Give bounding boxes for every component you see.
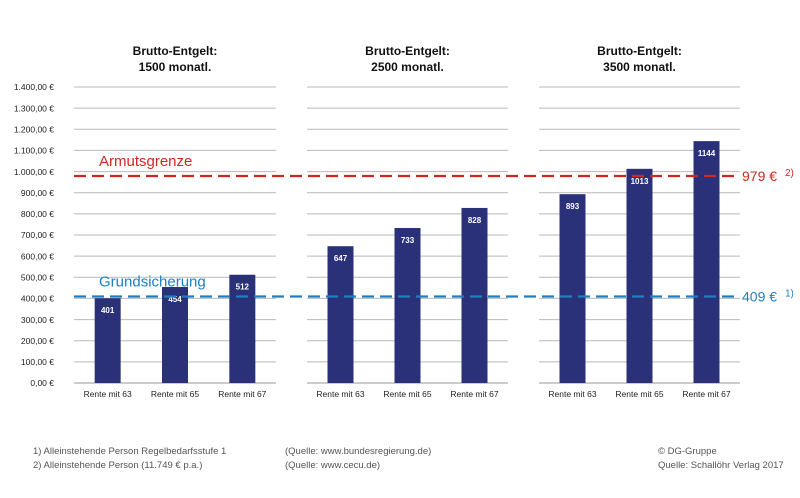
y-tick-label: 800,00 € bbox=[21, 209, 54, 219]
reference-label-armut: Armutsgrenze bbox=[99, 153, 192, 170]
footnote-2: 2) Alleinstehende Person (11.749 € p.a.) bbox=[33, 460, 203, 471]
y-axis: 0,00 € 100,00 € 200,00 € 300,00 € 400,00 € 50… bbox=[14, 82, 54, 388]
panel-title-line1: Brutto-Entgelt: bbox=[133, 44, 218, 58]
bar bbox=[229, 274, 256, 383]
x-tick-label: Rente mit 63 bbox=[316, 389, 364, 399]
source-2: (Quelle: www.cecu.de) bbox=[285, 460, 381, 471]
x-tick-label: Rente mit 67 bbox=[682, 389, 730, 399]
bar-value-label: 454 bbox=[168, 295, 182, 304]
reference-value-grund: 409 € bbox=[742, 289, 777, 305]
reference-value-armut: 979 € bbox=[742, 168, 777, 184]
bar-value-label: 1013 bbox=[631, 177, 649, 186]
reference-label-grund: Grundsicherung bbox=[99, 274, 206, 291]
panel-title-line1: Brutto-Entgelt: bbox=[365, 44, 450, 58]
y-tick-label: 1.300,00 € bbox=[14, 103, 54, 113]
y-tick-label: 0,00 € bbox=[30, 378, 54, 388]
panel-title-line2: 2500 monatl. bbox=[371, 60, 444, 74]
reference-lines: Armutsgrenze 979 € 2) Grundsicherung 409 € 1) bbox=[74, 153, 794, 305]
bar-value-label: 733 bbox=[401, 236, 415, 245]
y-tick-label: 600,00 € bbox=[21, 251, 54, 261]
panel-title-line2: 3500 monatl. bbox=[603, 60, 676, 74]
bar bbox=[327, 246, 354, 383]
y-tick-label: 1.400,00 € bbox=[14, 82, 54, 92]
panel-titles: Brutto-Entgelt: 1500 monatl. Brutto-Entgel… bbox=[133, 44, 682, 74]
bar bbox=[626, 168, 653, 383]
y-tick-label: 700,00 € bbox=[21, 230, 54, 240]
y-tick-label: 1.100,00 € bbox=[14, 146, 54, 156]
publisher-source: Quelle: Schallöhr Verlag 2017 bbox=[658, 460, 784, 471]
y-tick-label: 100,00 € bbox=[21, 357, 54, 367]
bar-value-label: 512 bbox=[236, 283, 250, 292]
bar bbox=[162, 287, 188, 383]
bars: 401 454 512 647 733 828 893 1013 1144 bbox=[94, 141, 720, 383]
bar bbox=[394, 228, 421, 383]
copyright-text: © DG-Gruppe bbox=[658, 446, 717, 457]
bar-value-label: 828 bbox=[468, 216, 482, 225]
x-tick-label: Rente mit 67 bbox=[218, 389, 266, 399]
y-tick-label: 200,00 € bbox=[21, 336, 54, 346]
x-tick-label: Rente mit 65 bbox=[383, 389, 431, 399]
x-tick-label: Rente mit 67 bbox=[450, 389, 498, 399]
reference-note-grund: 1) bbox=[785, 289, 794, 300]
bar bbox=[559, 194, 586, 383]
footnote-1: 1) Alleinstehende Person Regelbedarfsstu… bbox=[33, 446, 227, 457]
y-tick-label: 1.200,00 € bbox=[14, 124, 54, 134]
x-tick-label: Rente mit 65 bbox=[615, 389, 663, 399]
y-tick-label: 400,00 € bbox=[21, 294, 54, 304]
bar-value-label: 893 bbox=[566, 202, 580, 211]
x-tick-label: Rente mit 63 bbox=[84, 389, 132, 399]
y-tick-label: 1.000,00 € bbox=[14, 167, 54, 177]
x-tick-label: Rente mit 65 bbox=[151, 389, 199, 399]
y-tick-label: 900,00 € bbox=[21, 188, 54, 198]
bar-value-label: 401 bbox=[101, 306, 115, 315]
bar-value-label: 647 bbox=[334, 254, 348, 263]
source-1: (Quelle: www.bundesregierung.de) bbox=[285, 446, 432, 457]
reference-note-armut: 2) bbox=[785, 168, 794, 179]
panel-title-line2: 1500 monatl. bbox=[139, 60, 212, 74]
bar-value-label: 1144 bbox=[698, 149, 716, 158]
bar bbox=[693, 141, 720, 383]
x-tick-label: Rente mit 63 bbox=[548, 389, 596, 399]
panel-title-line1: Brutto-Entgelt: bbox=[597, 44, 682, 58]
y-tick-label: 300,00 € bbox=[21, 315, 54, 325]
x-axis-labels: Rente mit 63 Rente mit 65 Rente mit 67 Rent… bbox=[84, 389, 731, 399]
bar bbox=[94, 298, 121, 383]
y-tick-label: 500,00 € bbox=[21, 272, 54, 282]
